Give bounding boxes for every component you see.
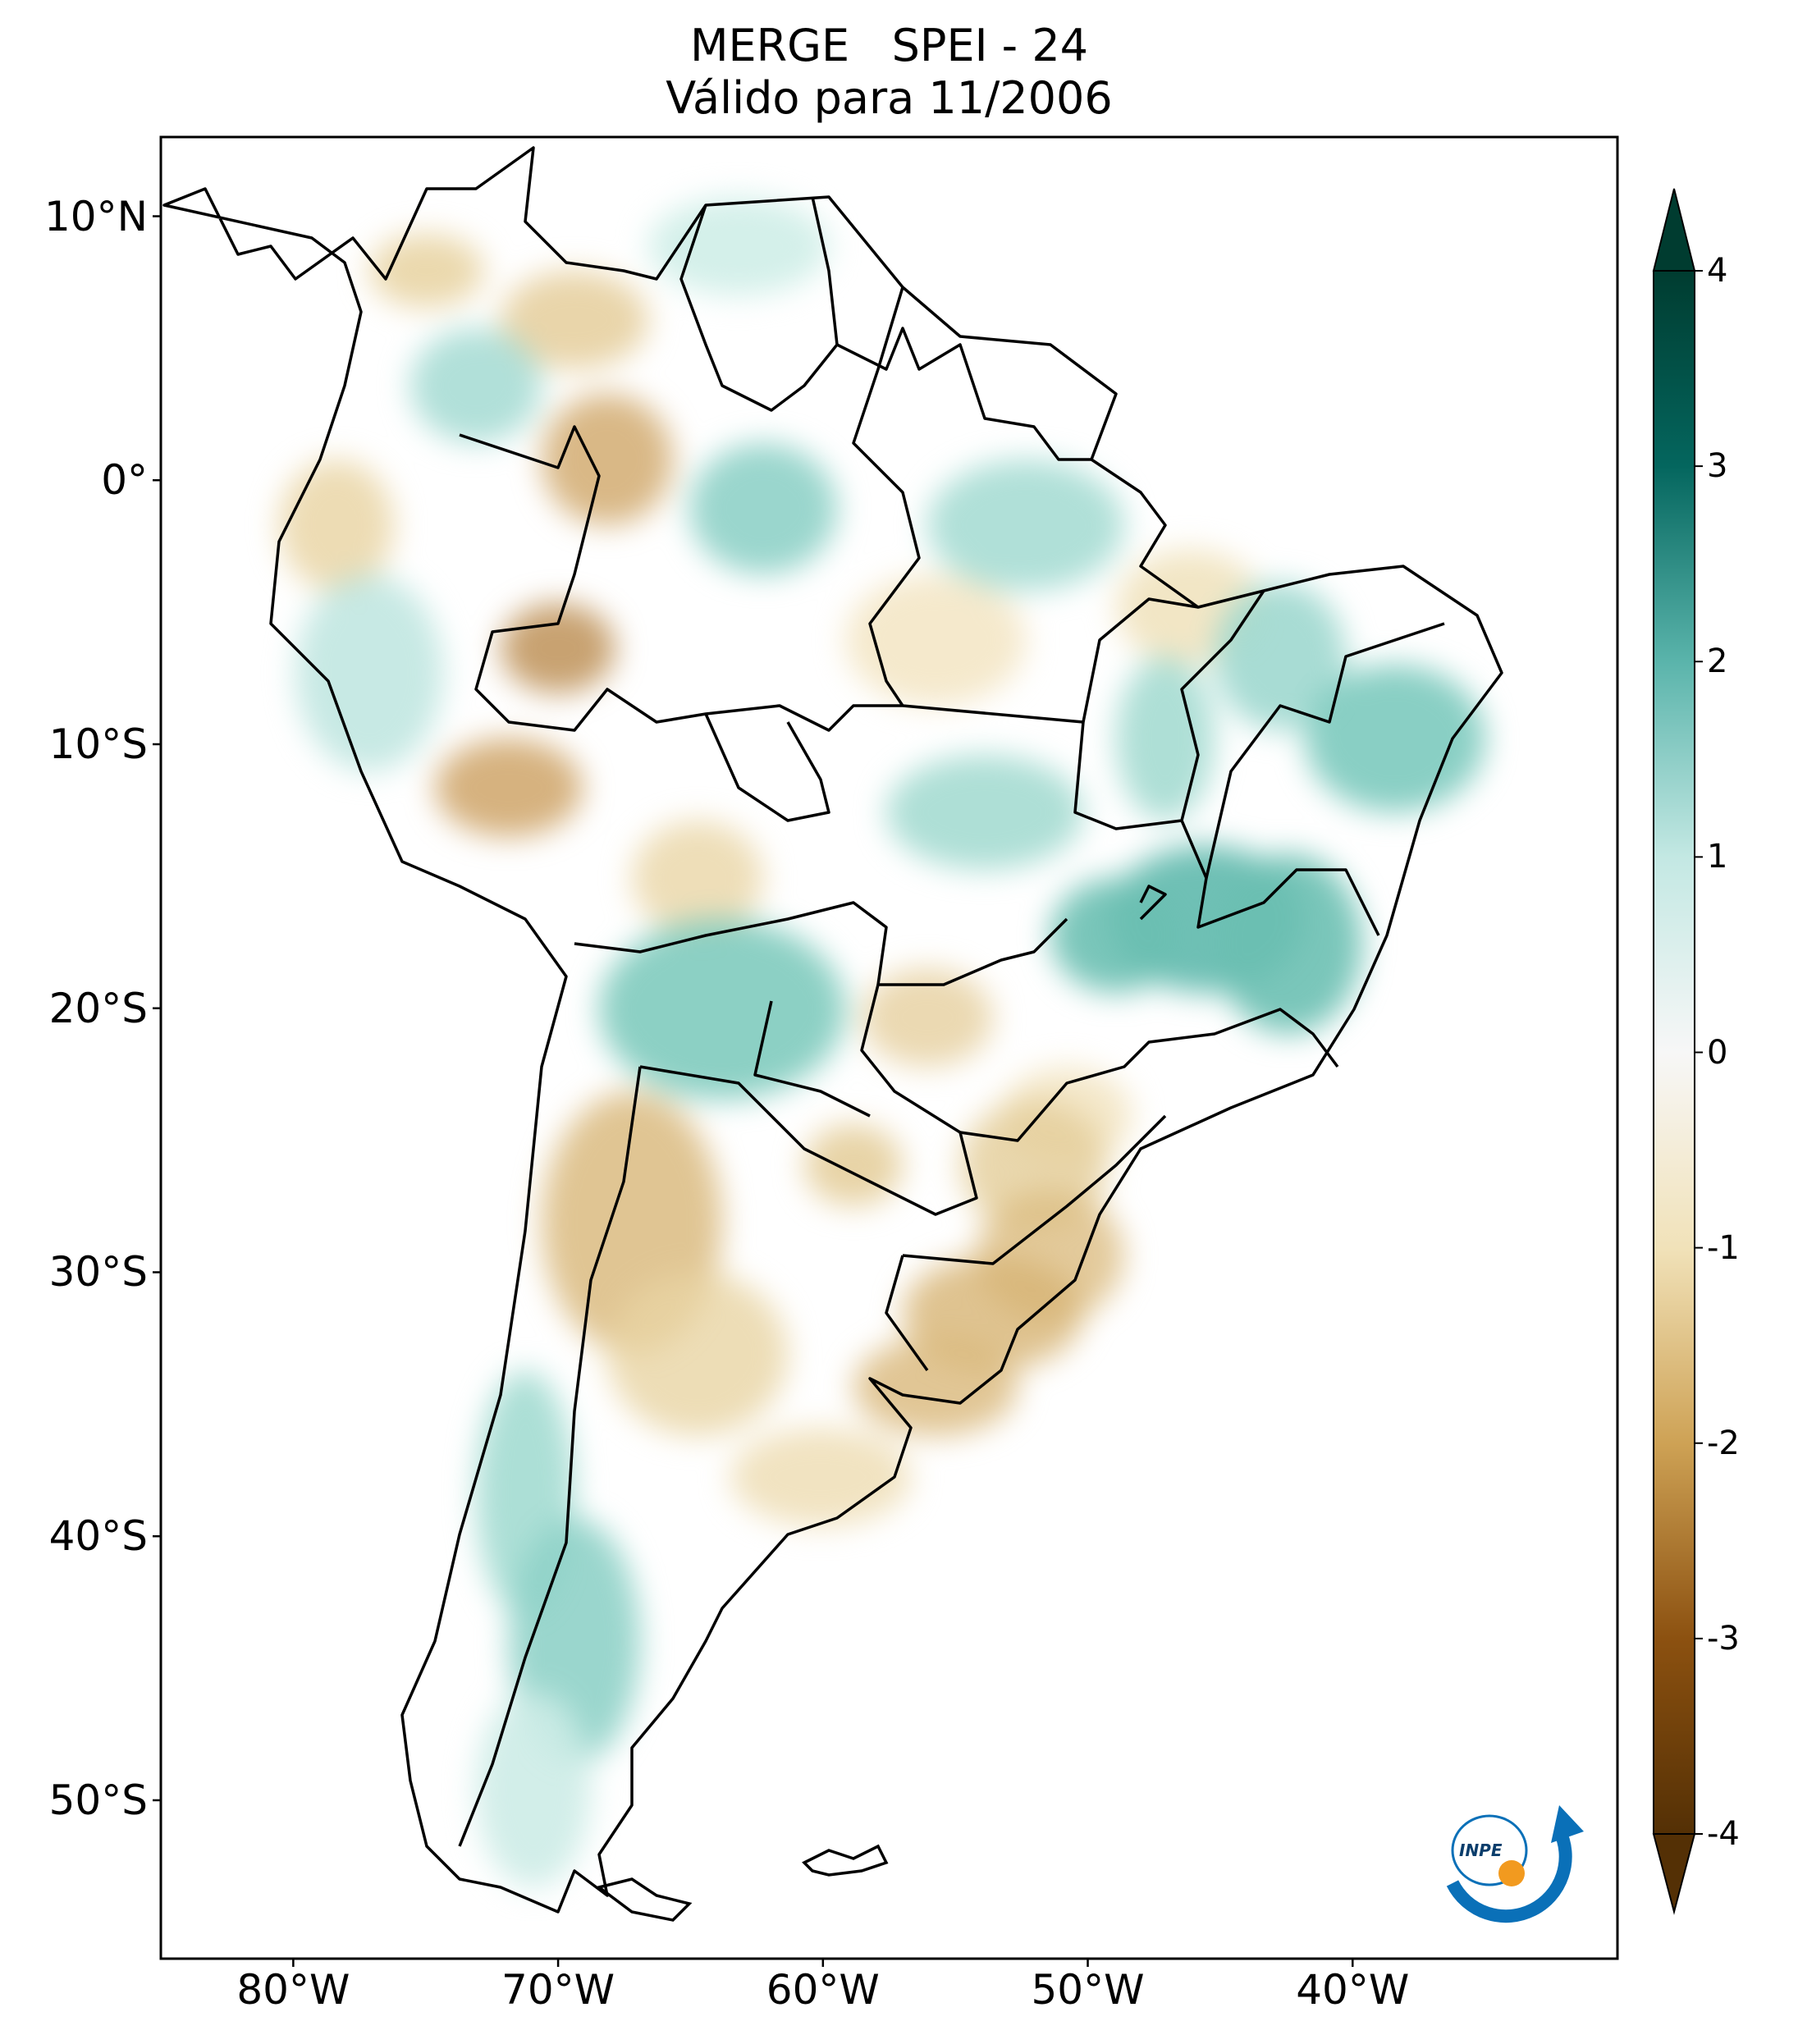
country-borders [162, 146, 1503, 1914]
colorbar-max-arrow [1652, 188, 1696, 272]
lat-tick-label: 10°S [48, 720, 148, 768]
title-line-1: MERGE SPEI - 24 [689, 20, 1089, 71]
lon-tick-label: 50°W [1031, 1966, 1145, 2014]
lon-tick-label: 80°W [236, 1966, 350, 2014]
lat-tick-label: 0° [101, 456, 148, 505]
inpe-logo-text: INPE [1459, 1841, 1503, 1860]
map-frame [159, 135, 1619, 1960]
spei-shading [279, 197, 1485, 1887]
lon-tick-label: 70°W [501, 1966, 615, 2014]
title-line-2: Válido para 11/2006 [666, 72, 1113, 124]
lat-tick-label: 50°S [48, 1776, 148, 1824]
colorbar-tick-label: 1 [1707, 838, 1728, 876]
colorbar-tick-label: -1 [1707, 1228, 1740, 1267]
lat-tick-label: 40°S [48, 1512, 148, 1561]
lon-tick-label: 40°W [1296, 1966, 1410, 2014]
inpe-logo: INPE [1446, 1805, 1584, 1923]
lat-tick-label: 30°S [48, 1248, 148, 1296]
colorbar-tick-label: 2 [1707, 642, 1728, 681]
colorbar-min-arrow [1652, 1833, 1696, 1915]
colorbar-tick-label: -4 [1707, 1815, 1740, 1853]
lat-tick-label: 10°N [43, 192, 148, 240]
colorbar [1652, 188, 1703, 1915]
map-area: INPE [161, 137, 1617, 1959]
colorbar-tick-label: 3 [1707, 447, 1728, 486]
colorbar-tick-label: -3 [1707, 1619, 1740, 1658]
colorbar-tick-label: 4 [1707, 252, 1728, 290]
colorbar-tick-label: -2 [1707, 1424, 1740, 1462]
lat-tick-label: 20°S [48, 984, 148, 1032]
islands [596, 1844, 889, 1922]
lon-tick-label: 60°W [766, 1966, 880, 2014]
colorbar-tick-label: 0 [1707, 1033, 1728, 1072]
